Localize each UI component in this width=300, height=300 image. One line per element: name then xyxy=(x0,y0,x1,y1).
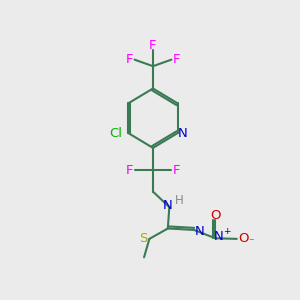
Text: O: O xyxy=(210,208,220,222)
Text: ⁻: ⁻ xyxy=(248,238,254,248)
Text: F: F xyxy=(173,164,181,177)
Text: F: F xyxy=(173,53,181,66)
Text: O: O xyxy=(238,232,249,245)
Text: F: F xyxy=(149,39,157,52)
Text: N: N xyxy=(163,199,173,212)
Text: N: N xyxy=(178,127,188,140)
Text: F: F xyxy=(125,164,133,177)
Text: +: + xyxy=(224,227,231,236)
Text: H: H xyxy=(175,194,183,207)
Text: F: F xyxy=(125,53,133,66)
Text: N: N xyxy=(194,225,204,238)
Text: N: N xyxy=(214,230,224,243)
Text: Cl: Cl xyxy=(109,127,122,140)
Text: S: S xyxy=(139,232,148,245)
